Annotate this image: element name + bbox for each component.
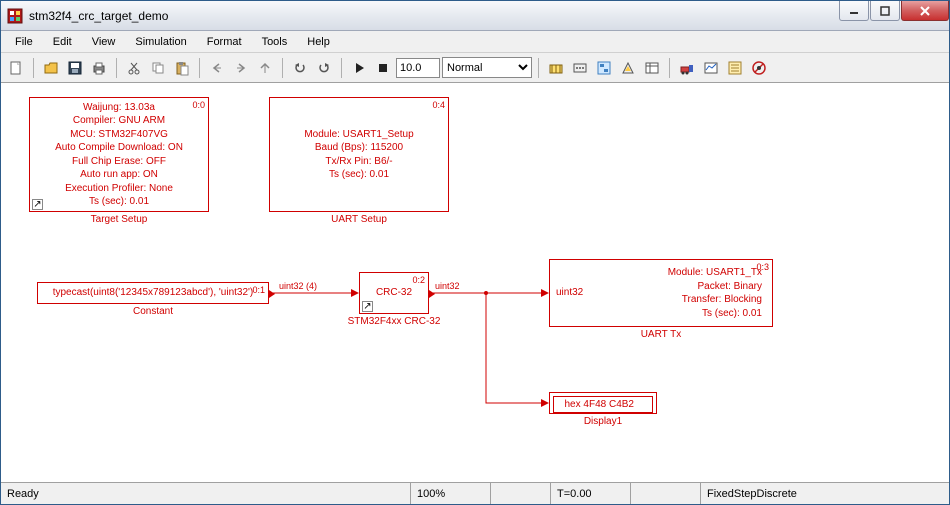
minimize-button[interactable] — [839, 1, 869, 21]
stop-time-input[interactable] — [396, 58, 440, 78]
open-icon[interactable] — [40, 57, 62, 79]
block-uart-tx[interactable]: 0:3 uint32 Module: USART1_Tx Packet: Bin… — [549, 259, 773, 327]
block-line: Module: USART1_Setup — [304, 128, 413, 142]
block-label: UART Setup — [269, 214, 449, 225]
block-index: 0:4 — [432, 99, 445, 111]
block-target-setup[interactable]: 0:0 Waijung: 13.03a Compiler: GNU ARM MC… — [29, 97, 209, 212]
tool-icon-1[interactable] — [545, 57, 567, 79]
window-buttons — [838, 1, 949, 30]
menu-view[interactable]: View — [82, 33, 126, 51]
play-icon[interactable] — [348, 57, 370, 79]
print-icon[interactable] — [88, 57, 110, 79]
block-label: STM32F4xx CRC-32 — [339, 316, 449, 327]
tool-icon-4[interactable] — [617, 57, 639, 79]
status-zoom: 100% — [411, 483, 491, 504]
tool-icon-7[interactable] — [700, 57, 722, 79]
app-icon — [7, 8, 23, 24]
tool-icon-2[interactable] — [569, 57, 591, 79]
menu-tools[interactable]: Tools — [252, 33, 298, 51]
block-text: typecast(uint8('12345x789123abcd'), 'uin… — [53, 286, 254, 300]
block-display1[interactable]: hex 4F48 C4B2 — [549, 392, 657, 414]
block-index: 0:0 — [192, 99, 205, 111]
block-line: Waijung: 13.03a — [83, 101, 155, 115]
tool-icon-8[interactable] — [724, 57, 746, 79]
status-blank2 — [631, 483, 701, 504]
block-line: Auto run app: ON — [80, 168, 158, 182]
tool-icon-6[interactable] — [676, 57, 698, 79]
copy-icon[interactable] — [147, 57, 169, 79]
save-icon[interactable] — [64, 57, 86, 79]
block-line: Baud (Bps): 115200 — [315, 141, 403, 155]
undo-icon[interactable] — [289, 57, 311, 79]
block-line: Tx/Rx Pin: B6/- — [325, 155, 392, 169]
menu-edit[interactable]: Edit — [43, 33, 82, 51]
menu-help[interactable]: Help — [297, 33, 340, 51]
app-window: stm32f4_crc_target_demo File Edit View S… — [0, 0, 950, 505]
block-line: MCU: STM32F407VG — [70, 128, 168, 142]
port-label: uint32 — [556, 286, 583, 300]
stop-icon[interactable] — [372, 57, 394, 79]
block-line: Full Chip Erase: OFF — [72, 155, 166, 169]
status-ready: Ready — [1, 483, 411, 504]
menu-format[interactable]: Format — [197, 33, 252, 51]
back-icon[interactable] — [206, 57, 228, 79]
block-line: Compiler: GNU ARM — [73, 114, 165, 128]
block-line: Ts (sec): 0.01 — [702, 307, 762, 321]
block-label: Display1 — [549, 416, 657, 427]
block-line: Execution Profiler: None — [65, 182, 173, 196]
window-title: stm32f4_crc_target_demo — [29, 9, 838, 23]
status-blank — [491, 483, 551, 504]
menu-simulation[interactable]: Simulation — [125, 33, 196, 51]
menu-file[interactable]: File — [5, 33, 43, 51]
block-line: Auto Compile Download: ON — [55, 141, 183, 155]
block-label: Target Setup — [29, 214, 209, 225]
tool-icon-5[interactable] — [641, 57, 663, 79]
titlebar[interactable]: stm32f4_crc_target_demo — [1, 1, 949, 31]
redo-icon[interactable] — [313, 57, 335, 79]
toolbar: Normal — [1, 53, 949, 83]
block-line: Module: USART1_Tx — [668, 266, 762, 280]
close-button[interactable] — [901, 1, 949, 21]
block-label: UART Tx — [549, 329, 773, 340]
maximize-button[interactable] — [870, 1, 900, 21]
cut-icon[interactable] — [123, 57, 145, 79]
display-value: hex 4F48 C4B2 — [553, 396, 653, 413]
block-text: CRC-32 — [376, 286, 412, 300]
tool-icon-3[interactable] — [593, 57, 615, 79]
up-icon[interactable] — [254, 57, 276, 79]
block-uart-setup[interactable]: 0:4 Module: USART1_Setup Baud (Bps): 115… — [269, 97, 449, 212]
signal-label: uint32 (4) — [279, 281, 317, 291]
simulation-mode-select[interactable]: Normal — [442, 57, 532, 78]
block-line: Packet: Binary — [698, 280, 762, 294]
block-label: Constant — [37, 306, 269, 317]
forward-icon[interactable] — [230, 57, 252, 79]
block-line: Ts (sec): 0.01 — [329, 168, 389, 182]
menubar: File Edit View Simulation Format Tools H… — [1, 31, 949, 53]
new-icon[interactable] — [5, 57, 27, 79]
status-solver: FixedStepDiscrete — [701, 483, 949, 504]
status-time: T=0.00 — [551, 483, 631, 504]
statusbar: Ready 100% T=0.00 FixedStepDiscrete — [1, 482, 949, 504]
link-icon: ↗ — [32, 199, 43, 210]
link-icon: ↗ — [362, 301, 373, 312]
block-constant[interactable]: 0:1 typecast(uint8('12345x789123abcd'), … — [37, 282, 269, 304]
block-index: 0:1 — [252, 284, 265, 296]
block-index: 0:2 — [412, 274, 425, 286]
signal-label: uint32 — [435, 281, 460, 291]
model-canvas[interactable]: 0:0 Waijung: 13.03a Compiler: GNU ARM MC… — [1, 83, 949, 482]
block-line: Transfer: Blocking — [682, 293, 762, 307]
tool-icon-9[interactable] — [748, 57, 770, 79]
block-crc32[interactable]: 0:2 CRC-32 ↗ — [359, 272, 429, 314]
paste-icon[interactable] — [171, 57, 193, 79]
block-line: Ts (sec): 0.01 — [89, 195, 149, 209]
block-index: 0:3 — [756, 261, 769, 273]
